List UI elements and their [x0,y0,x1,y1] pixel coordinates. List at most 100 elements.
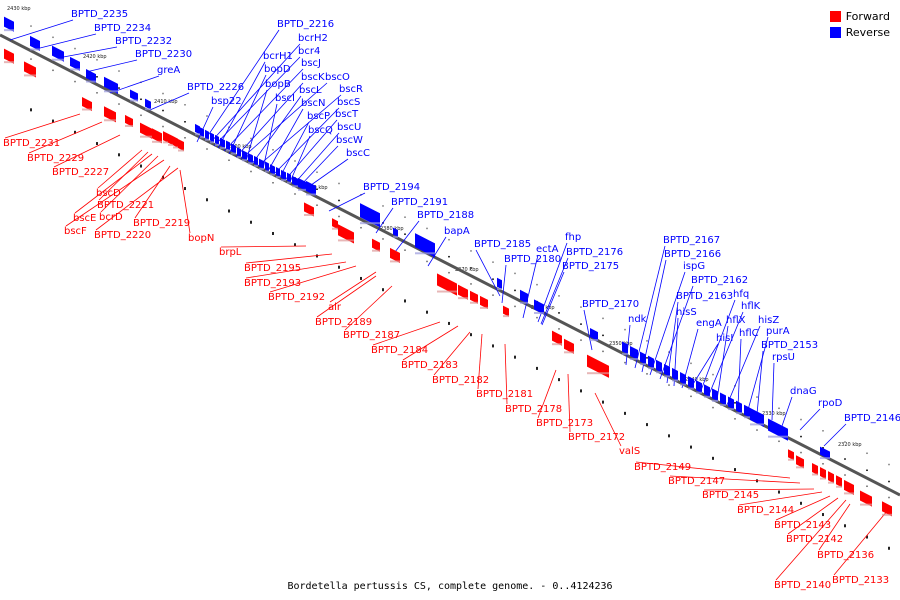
reverse-gene-block-shadow [640,363,646,366]
small-feature [426,227,428,230]
forward-gene-block-shadow [812,473,818,476]
small-feature [624,328,626,331]
reverse-gene-label-bsp22: bsp22 [211,96,242,107]
reverse-gene-block-shadow [630,358,638,361]
forward-gene-label-bptd-2172: BPTD_2172 [568,432,625,443]
forward-gene-label-vals: valS [619,446,640,457]
reverse-leader-bsct [284,119,338,181]
forward-leader-bptd-2192 [269,265,357,293]
small-feature [756,396,758,398]
small-feature [404,249,406,251]
reverse-gene-label-bptd-2194: BPTD_2194 [363,182,420,193]
small-feature [800,435,802,438]
forward-gene-block [338,224,354,244]
reverse-gene-block [195,123,200,135]
forward-gene-label-bscd: bscD [96,188,121,199]
small-feature [316,254,318,258]
forward-gene-block [372,238,380,252]
forward-gene-block-shadow [844,492,854,495]
small-feature [778,490,780,494]
forward-gene-block-shadow [173,146,178,149]
small-feature [536,283,538,286]
reverse-gene-block-shadow [86,80,96,83]
forward-leader-bptd-2140 [775,499,847,581]
small-feature [866,535,868,539]
reverse-gene-label-bopb: bopB [265,79,291,90]
reverse-gene-block [265,161,269,172]
small-feature [404,299,406,303]
reverse-gene-block [656,359,662,373]
forward-gene-block [882,501,892,517]
small-feature [74,80,76,83]
small-feature [30,25,32,27]
reverse-gene-block [712,388,718,402]
forward-swatch [829,10,841,22]
axis-tick-label: 2430 kbp [7,6,31,12]
small-feature [646,423,648,427]
reverse-gene-block [622,341,628,355]
forward-gene-block-shadow [304,213,314,216]
reverse-leader-bptd-2226 [149,92,190,111]
forward-leader-bptd-2172 [567,373,571,433]
forward-gene-block-shadow [338,239,354,242]
forward-gene-block-shadow [163,141,168,144]
reverse-gene-block-shadow [4,29,14,32]
small-feature [492,278,494,280]
reverse-gene-label-bsck: bscK [301,72,325,83]
reverse-leader-bptd-2235 [9,19,74,41]
reverse-gene-block [360,203,380,228]
small-feature [272,181,274,184]
forward-leader-bptd-2144 [738,491,823,506]
reverse-gene-block-shadow [210,141,214,144]
reverse-gene-label-bcrh1: bcrH1 [263,51,293,62]
small-feature [800,451,802,454]
small-feature [140,98,142,101]
reverse-gene-label-hflx: hflX [726,315,746,326]
small-feature [162,125,164,128]
small-feature [822,463,824,465]
forward-gene-block-shadow [796,466,804,469]
small-feature [184,137,186,139]
reverse-gene-label-bptd-2230: BPTD_2230 [135,49,192,60]
reverse-gene-label-bptd-2226: BPTD_2226 [187,82,244,93]
forward-gene-block [178,138,184,152]
reverse-gene-label-bptd-2188: BPTD_2188 [417,210,474,221]
reverse-gene-block-shadow [720,403,726,406]
small-feature [74,47,76,50]
reverse-gene-label-fhp: fhp [565,232,581,243]
forward-gene-block-shadow [470,301,478,304]
reverse-leader-rpsu [771,362,775,421]
reverse-gene-block [520,289,528,304]
axis-tick-label: 2340 kbp [685,377,709,383]
reverse-gene-block-shadow [52,58,64,61]
reverse-leader-bptd-2180 [501,264,507,304]
reverse-gene-block-shadow [242,159,247,162]
reverse-leader-bptd-2162 [659,285,694,380]
reverse-gene-block [728,396,734,410]
reverse-gene-label-bptd-2162: BPTD_2162 [691,275,748,286]
reverse-leader-bptd-2230 [85,59,138,73]
reverse-gene-label-dnag: dnaG [790,386,817,397]
reverse-leader-bsco [240,82,328,160]
small-feature [316,188,318,190]
reverse-gene-label-bscs: bscS [337,97,360,108]
small-feature [800,501,802,505]
reverse-gene-block [30,35,40,51]
small-feature [448,238,450,241]
reverse-gene-label-grea: greA [157,65,180,76]
forward-gene-block [24,61,36,78]
forward-gene-block-shadow [860,503,872,506]
reverse-leader-bopd [228,74,267,155]
small-feature [580,323,582,325]
forward-leader-bptd-2173 [537,369,557,419]
reverse-gene-block [248,153,253,164]
reverse-gene-label-rpod: rpoD [818,398,843,409]
small-feature [96,92,98,94]
small-feature [206,148,208,150]
small-feature [404,233,406,235]
forward-gene-label-bptd-2187: BPTD_2187 [343,330,400,341]
small-feature [338,215,340,218]
small-feature [426,310,428,314]
small-feature [734,418,736,420]
